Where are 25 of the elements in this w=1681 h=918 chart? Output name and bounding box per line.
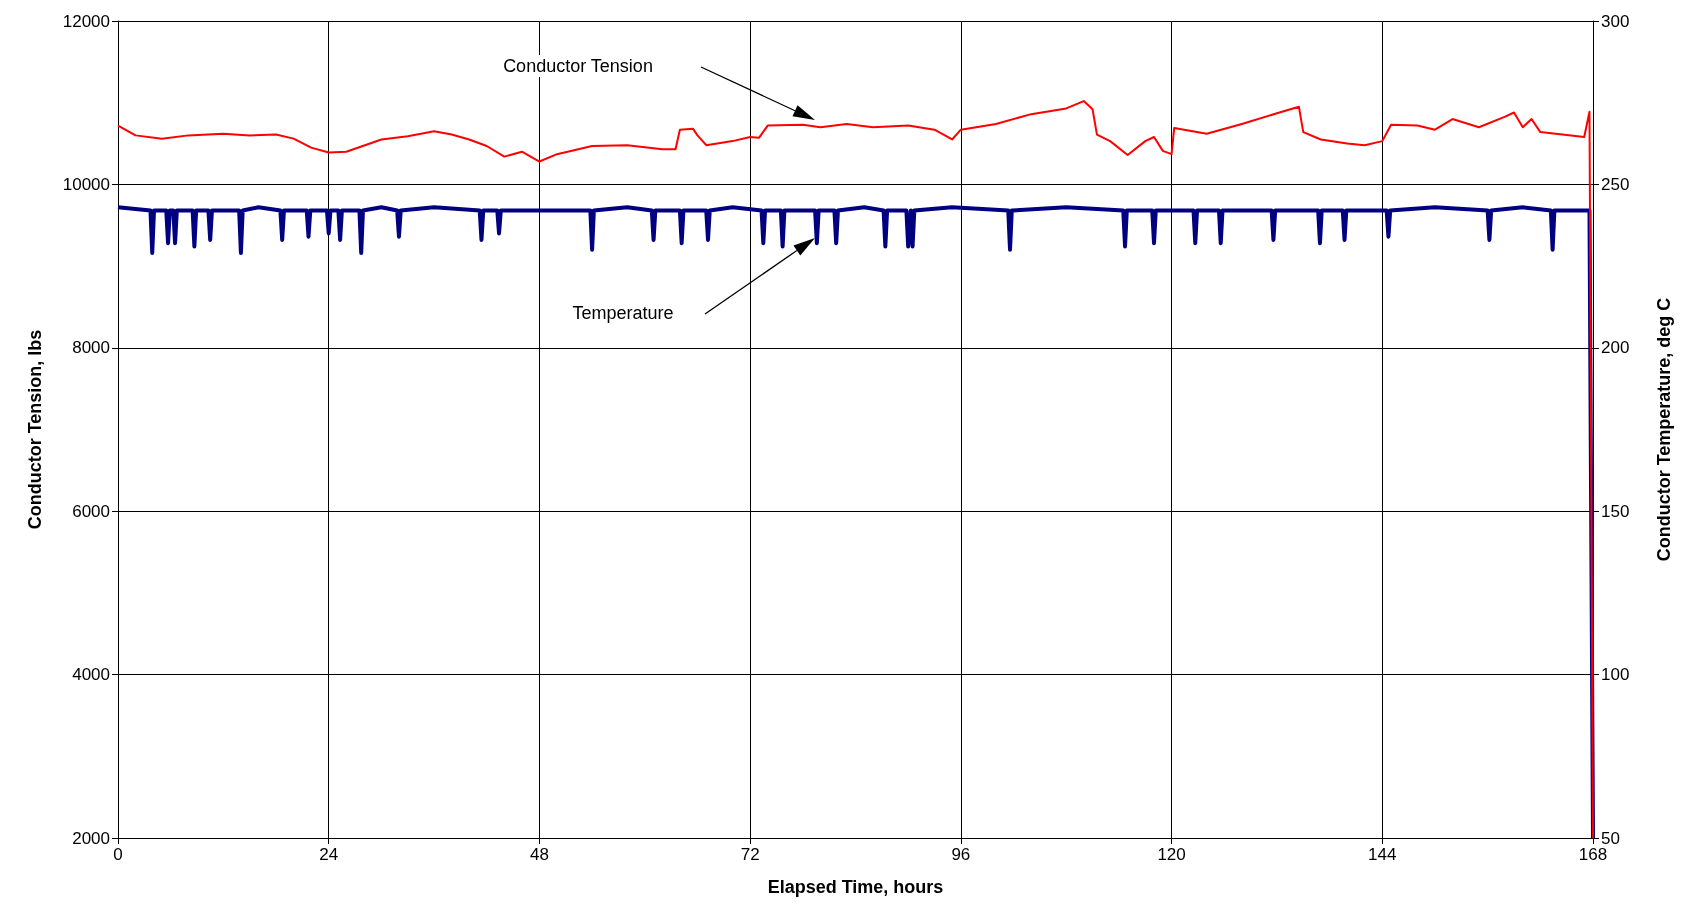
y2-tick-label: 150	[1601, 501, 1630, 521]
y2-tick-label: 200	[1601, 338, 1630, 358]
y-tick-label: 4000	[72, 665, 110, 685]
y-axis-title: Conductor Tension, lbs	[25, 329, 45, 530]
y-tick-label: 12000	[62, 11, 110, 31]
annotation: Conductor Tension	[503, 56, 653, 76]
x-axis-title: Elapsed Time, hours	[767, 877, 944, 897]
x-tick-label: 0	[113, 845, 123, 864]
x-tick-label: 72	[740, 845, 760, 864]
x-tick-label: 48	[529, 845, 549, 864]
x-tick-label: 24	[319, 845, 339, 864]
y2-tick-label: 300	[1601, 11, 1630, 31]
y2-tick-label: 50	[1601, 828, 1620, 848]
y-tick-label: 6000	[72, 501, 110, 521]
y2-axis-title: Conductor Temperature, deg C	[1654, 297, 1674, 562]
x-tick-label: 96	[951, 845, 971, 864]
annotation: Temperature	[572, 303, 674, 323]
y-tick-label: 10000	[62, 174, 110, 194]
x-tick-label: 144	[1368, 845, 1397, 864]
x-tick-label: 120	[1157, 845, 1186, 864]
y2-tick-label: 250	[1601, 174, 1630, 194]
y-tick-label: 2000	[72, 828, 110, 848]
x-tick-label: 168	[1578, 845, 1608, 864]
y2-tick-label: 100	[1601, 665, 1630, 685]
y-tick-label: 8000	[72, 338, 110, 358]
